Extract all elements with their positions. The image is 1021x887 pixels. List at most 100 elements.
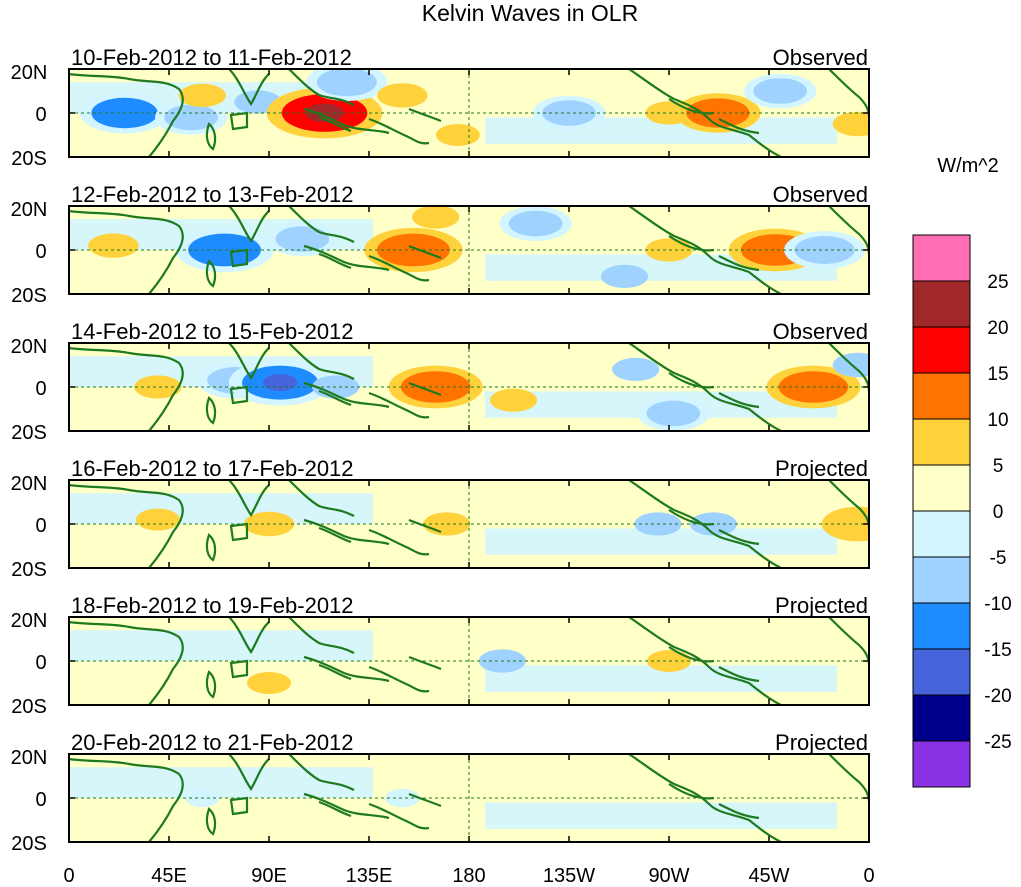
anomaly-feature [188, 233, 261, 267]
colorbar-swatch [912, 694, 971, 742]
y-tick-label: 20N [11, 610, 48, 632]
anomaly-feature [753, 78, 807, 104]
coastline [228, 480, 270, 518]
coastline [718, 529, 760, 546]
negative-band [69, 493, 373, 524]
coastline [318, 663, 352, 681]
coastline [368, 391, 430, 419]
coastline [69, 620, 184, 705]
coastline [408, 655, 442, 671]
panel-2: 20N 0 20S 12-Feb-2012 to 13-Feb-2012 Observe… [11, 182, 870, 307]
coastlines [69, 206, 869, 294]
anomaly-feature [489, 388, 538, 412]
panel-group: 20N 0 20S 10-Feb-2012 to 11-Feb-2012 Observe… [11, 45, 870, 855]
coastline [828, 480, 869, 529]
coastline [318, 800, 352, 818]
anomaly-feature [247, 672, 291, 694]
anomaly-field [69, 617, 869, 705]
colorbar-swatch [912, 556, 971, 604]
panel-1: 20N 0 20S 10-Feb-2012 to 11-Feb-2012 Observe… [11, 45, 870, 170]
anomaly-feature [832, 352, 869, 378]
chart-title: Kelvin Waves in OLR [422, 0, 638, 26]
coastlines [69, 343, 869, 431]
panel-label: Projected [775, 593, 868, 618]
coastline [229, 796, 249, 816]
y-tick-label: 20S [11, 696, 47, 718]
colorbar: W/m^2 25 20 15 10 5 0 -5 -10 -15 -20 -25 [912, 155, 1012, 788]
y-tick-label: 0 [35, 789, 46, 811]
y-tick-label: 20S [11, 559, 47, 581]
colorbar-swatch [912, 740, 971, 788]
anomaly-feature [135, 508, 180, 531]
y-tick-label: 20S [11, 833, 47, 855]
coastline [228, 754, 270, 792]
coastline [718, 803, 760, 820]
panel-period: 10-Feb-2012 to 11-Feb-2012 [71, 45, 352, 70]
coastline [368, 665, 430, 693]
coastline [205, 122, 217, 151]
anomaly-feature [612, 357, 660, 381]
colorbar-swatch [912, 602, 971, 650]
anomaly-feature [275, 226, 330, 252]
coastline [668, 509, 715, 526]
negative-band [69, 767, 373, 798]
coastline [718, 392, 760, 409]
coastline [628, 206, 782, 294]
y-tick-label: 0 [35, 241, 46, 263]
x-tick-label: 0 [63, 865, 74, 887]
anomaly-feature [88, 233, 139, 258]
y-tick-label: 20S [11, 422, 47, 444]
coastline [229, 111, 249, 131]
panel-label: Projected [775, 730, 868, 755]
coastline [288, 754, 355, 791]
y-tick-label: 20N [11, 336, 48, 358]
coastline [229, 659, 249, 679]
colorbar-label: -25 [984, 732, 1011, 753]
panel-label: Projected [775, 456, 868, 481]
coastline [205, 807, 217, 836]
coastline [408, 381, 442, 397]
panel-label: Observed [773, 45, 868, 70]
y-tick-label: 20N [11, 747, 48, 769]
negative-band [485, 802, 837, 829]
coastline [628, 343, 782, 431]
coastline [69, 757, 184, 842]
coastline [69, 483, 184, 568]
coastline [828, 617, 869, 666]
panel-period: 12-Feb-2012 to 13-Feb-2012 [71, 182, 354, 207]
x-tick-label: 135E [346, 865, 393, 887]
y-tick-label: 0 [35, 378, 46, 400]
x-tick-label: 90W [648, 865, 689, 887]
anomaly-field [69, 754, 869, 842]
colorbar-swatch [912, 326, 971, 374]
coastline [628, 69, 782, 157]
colorbar-label: 0 [993, 502, 1004, 523]
coastline [718, 118, 760, 135]
anomaly-feature [600, 264, 649, 288]
coastline [368, 528, 430, 556]
y-tick-label: 0 [35, 652, 46, 674]
colorbar-label: 25 [987, 272, 1008, 293]
coastline [318, 252, 352, 270]
anomaly-feature [646, 400, 701, 427]
coastline [228, 343, 270, 381]
coastline [718, 255, 760, 272]
colorbar-swatch [912, 510, 971, 558]
coastline [318, 115, 352, 133]
coastlines [69, 480, 869, 568]
feature-core [263, 374, 298, 392]
coastline [628, 480, 782, 568]
anomaly-feature [794, 236, 855, 264]
panel-6: 20N 0 20S 20-Feb-2012 to 21-Feb-2012 Project… [11, 730, 870, 855]
coastline [828, 69, 869, 118]
anomaly-feature [508, 210, 563, 237]
colorbar-label: -20 [984, 686, 1011, 707]
anomaly-feature [377, 83, 428, 108]
coastline [318, 526, 352, 544]
coastline [288, 617, 355, 654]
coastline [668, 98, 715, 115]
coastline [69, 72, 184, 157]
x-tick-label: 90E [251, 865, 287, 887]
coastline [668, 783, 715, 800]
panel-period: 14-Feb-2012 to 15-Feb-2012 [71, 319, 354, 344]
